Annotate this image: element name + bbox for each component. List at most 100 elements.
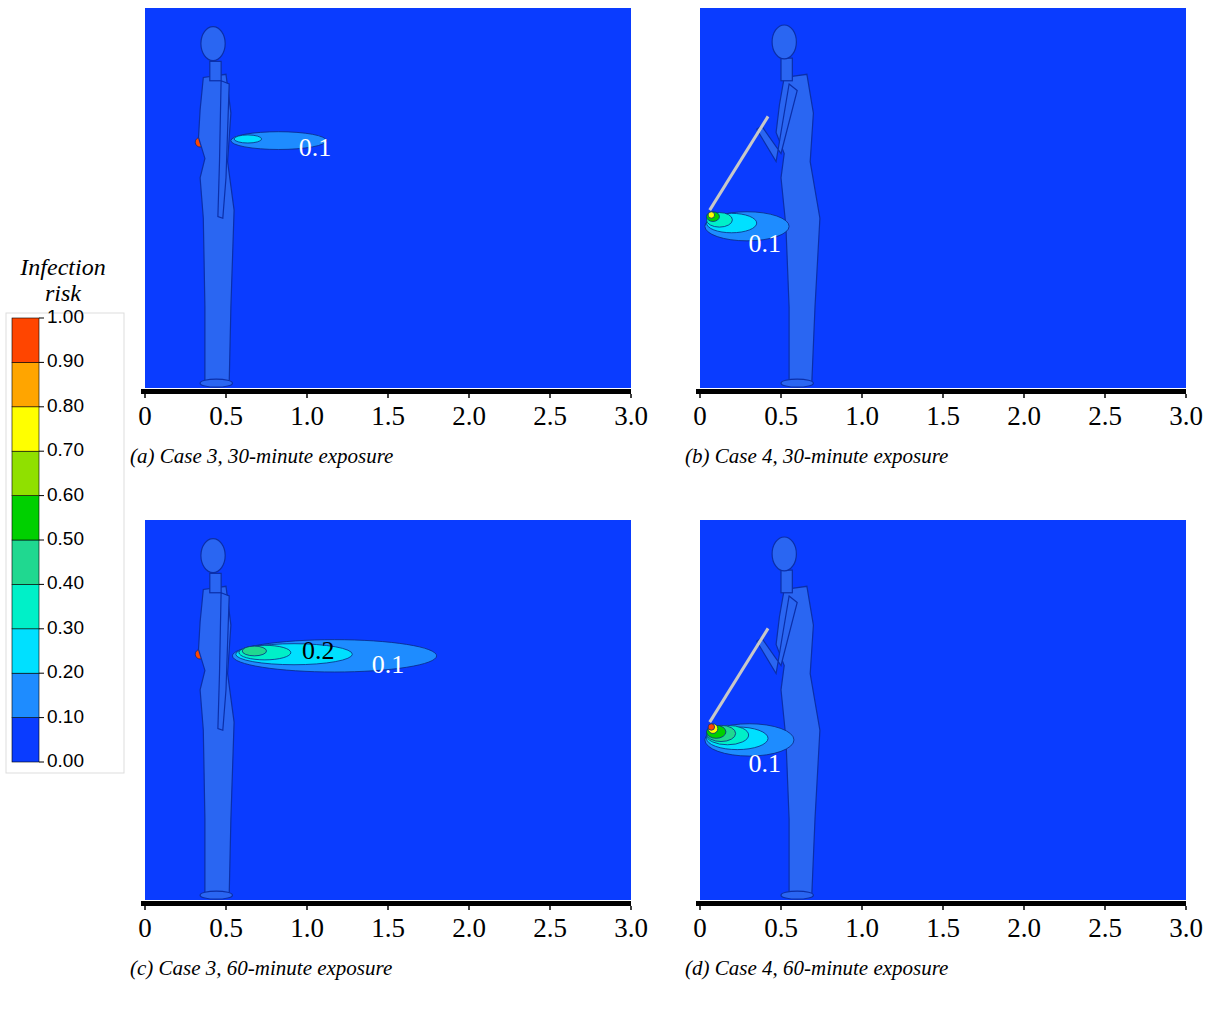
x-tick-label: 2.5 (1088, 401, 1122, 431)
x-tick (1023, 394, 1025, 398)
x-tick-label: 1.0 (290, 913, 324, 943)
contour-label: 0.1 (749, 229, 782, 258)
x-tick (468, 394, 470, 398)
x-tick-label: 0.5 (764, 401, 798, 431)
colorbar-band (12, 629, 39, 673)
figure: 0.100.51.01.52.02.53.0(a) Case 3, 30-min… (0, 0, 1219, 1010)
x-tick-label: 1.5 (926, 913, 960, 943)
x-tick-label: 0.5 (764, 913, 798, 943)
colorbar-tick (39, 717, 44, 718)
x-tick (942, 906, 944, 910)
x-tick (144, 906, 146, 910)
x-tick (144, 394, 146, 398)
x-tick-label: 2.5 (1088, 913, 1122, 943)
mannequin-foot (781, 379, 813, 387)
x-tick (387, 394, 389, 398)
x-tick (861, 906, 863, 910)
contour-region (236, 644, 353, 665)
panel-caption: (b) Case 4, 30-minute exposure (685, 444, 948, 468)
contour-region (242, 646, 266, 656)
colorbar-band (12, 496, 39, 540)
x-tick-label: 1.0 (845, 913, 879, 943)
x-tick (225, 906, 227, 910)
contour-region (708, 724, 714, 730)
mannequin-head (772, 537, 796, 571)
x-tick-label: 2.0 (452, 401, 486, 431)
colorbar-tick-label: 0.20 (47, 661, 84, 682)
mannequin-body (199, 74, 235, 383)
x-tick-label: 2.0 (1007, 401, 1041, 431)
contour-label: 0.1 (749, 749, 782, 778)
colorbar-tick (39, 495, 44, 496)
plot-background (145, 8, 631, 388)
panel-caption: (c) Case 3, 60-minute exposure (130, 956, 392, 980)
x-tick-label: 0 (693, 401, 707, 431)
colorbar-tick-label: 0.00 (47, 750, 84, 771)
x-tick (306, 394, 308, 398)
mannequin-foot (781, 891, 813, 899)
colorbar-tick-label: 0.10 (47, 706, 84, 727)
colorbar-tick-label: 0.70 (47, 439, 84, 460)
contour-region (234, 135, 262, 143)
colorbar-title-line: risk (45, 280, 81, 306)
mannequin-head (772, 25, 796, 59)
colorbar-tick (39, 406, 44, 407)
mannequin-foot (200, 891, 232, 899)
x-tick-label: 2.0 (1007, 913, 1041, 943)
colorbar-title-line: Infection (19, 254, 105, 280)
x-tick (699, 906, 701, 910)
x-tick-label: 1.5 (371, 913, 405, 943)
colorbar-band (12, 362, 39, 406)
x-tick (306, 906, 308, 910)
x-tick-label: 3.0 (614, 913, 648, 943)
x-axis-line (141, 389, 631, 394)
x-tick (780, 906, 782, 910)
colorbar-frame (6, 313, 124, 773)
x-tick-label: 0 (138, 913, 152, 943)
mannequin-arm (218, 81, 229, 218)
colorbar-band (12, 407, 39, 451)
contour-label: 0.1 (372, 650, 405, 679)
x-tick-label: 1.5 (926, 401, 960, 431)
colorbar-title: Infectionrisk (19, 254, 105, 306)
x-tick (942, 394, 944, 398)
plot-area (195, 539, 436, 900)
colorbar-tick-label: 0.80 (47, 395, 84, 416)
colorbar-tick-label: 0.60 (47, 484, 84, 505)
mannequin-head (201, 539, 225, 573)
colorbar-tick-label: 0.40 (47, 572, 84, 593)
x-tick (468, 906, 470, 910)
x-tick-label: 3.0 (1169, 401, 1203, 431)
colorbar-band (12, 673, 39, 717)
contour-region (239, 645, 291, 660)
x-tick (780, 394, 782, 398)
mannequin-neck (781, 58, 792, 81)
x-tick (1185, 906, 1187, 910)
panel-caption: (d) Case 4, 60-minute exposure (685, 956, 948, 980)
colorbar-tick (39, 762, 44, 763)
mannequin-neck (210, 573, 221, 592)
panel-caption: (a) Case 3, 30-minute exposure (130, 444, 393, 468)
plot-area (705, 25, 820, 387)
colorbar-tick-label: 1.00 (47, 306, 84, 327)
x-tick (699, 394, 701, 398)
plot-area (195, 27, 326, 388)
colorbar-tick-label: 0.50 (47, 528, 84, 549)
x-tick-label: 0.5 (209, 913, 243, 943)
colorbar-band (12, 540, 39, 584)
x-tick-label: 2.5 (533, 401, 567, 431)
mannequin-foot (200, 379, 232, 387)
colorbar-tick (39, 318, 44, 319)
colorbar-tick (39, 362, 44, 363)
plot-area (705, 537, 820, 899)
contour-label: 0.1 (299, 133, 332, 162)
x-tick (1185, 394, 1187, 398)
selfie-stick (710, 628, 768, 722)
colorbar-band (12, 451, 39, 495)
colorbar-tick-label: 0.30 (47, 617, 84, 638)
x-tick (1023, 906, 1025, 910)
x-axis-line (696, 901, 1186, 906)
mannequin-neck (210, 61, 221, 80)
x-tick-label: 0 (693, 913, 707, 943)
mannequin-head (201, 27, 225, 61)
